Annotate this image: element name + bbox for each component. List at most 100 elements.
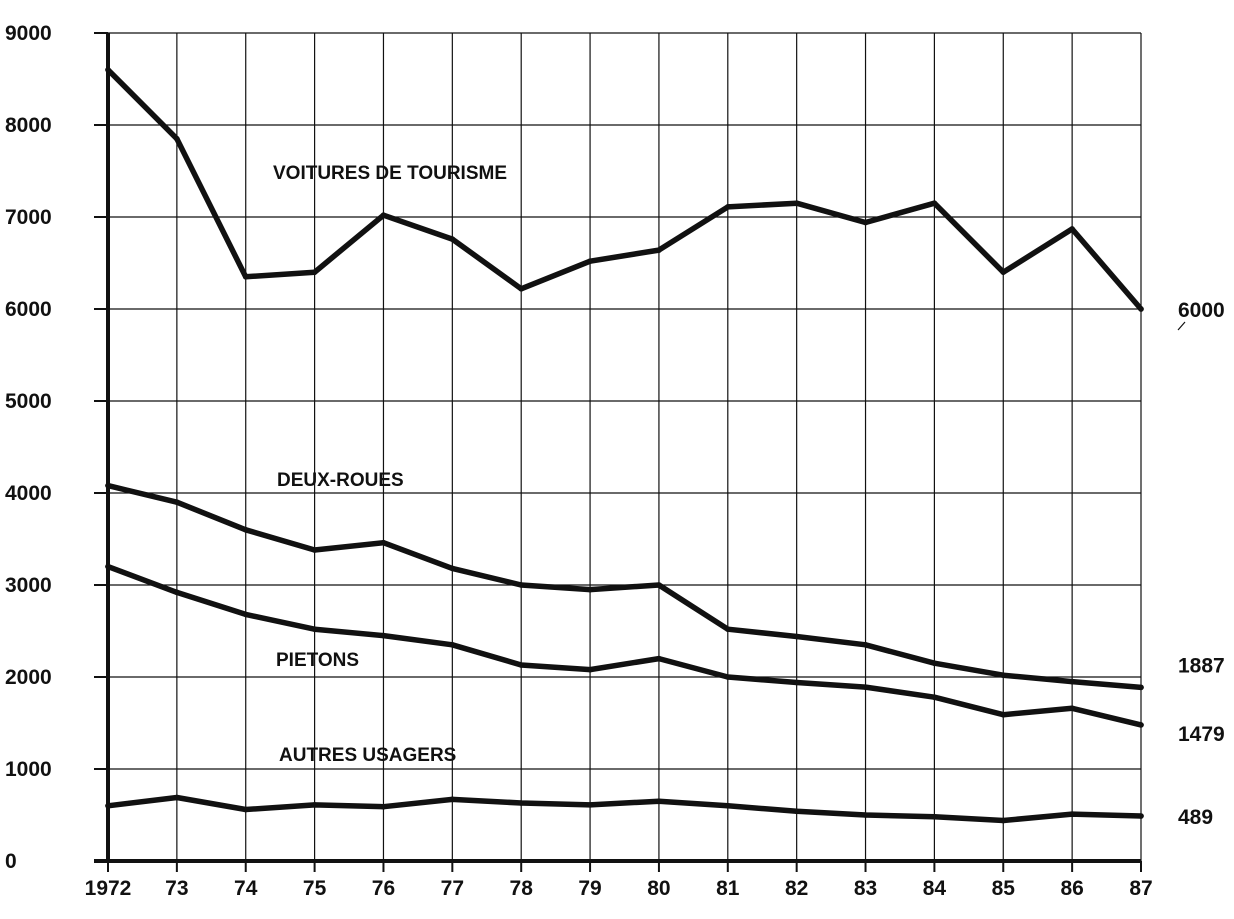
x-tick-label: 1972	[85, 877, 132, 900]
data-point	[242, 274, 249, 280]
x-tick-label: 78	[510, 877, 534, 900]
data-point	[931, 694, 938, 701]
series-line	[105, 482, 1144, 691]
series-name-label: AUTRES USAGERS	[279, 745, 456, 766]
x-tick-label: 79	[578, 877, 601, 900]
data-point	[1000, 817, 1007, 824]
axes	[94, 32, 1142, 872]
data-point	[1138, 813, 1144, 819]
data-point	[793, 679, 800, 686]
data-point	[587, 666, 593, 673]
data-point	[587, 586, 593, 593]
data-point	[174, 589, 180, 596]
data-point	[380, 803, 387, 810]
data-point	[862, 812, 869, 818]
series-line	[105, 67, 1144, 312]
data-point	[1138, 722, 1144, 728]
y-tick-label: 1000	[5, 758, 52, 781]
data-point	[311, 802, 318, 808]
data-point	[862, 642, 869, 648]
data-point	[1069, 811, 1075, 817]
data-point	[311, 547, 318, 553]
data-point	[380, 632, 387, 639]
y-tick-label: 5000	[5, 390, 52, 413]
data-point	[587, 802, 593, 808]
x-tick-label: 77	[441, 877, 464, 900]
x-tick-label: 85	[992, 877, 1016, 900]
series-end-label: 6000	[1178, 299, 1225, 322]
data-point	[242, 611, 249, 618]
x-tick-label: 80	[647, 877, 670, 900]
x-tick-label: 82	[785, 877, 808, 900]
series-name-label: DEUX-ROUES	[277, 470, 404, 491]
x-tick-label: 73	[165, 877, 188, 900]
y-tick-label: 9000	[5, 22, 52, 45]
data-point	[449, 565, 456, 572]
data-point	[1138, 684, 1144, 691]
data-point	[1000, 711, 1007, 718]
data-point	[931, 660, 938, 666]
data-point	[725, 803, 731, 809]
data-point	[174, 136, 180, 142]
data-point	[656, 798, 662, 804]
data-point	[311, 269, 318, 276]
y-tick-label: 4000	[5, 482, 52, 505]
data-point	[518, 582, 524, 588]
data-point	[105, 67, 111, 73]
data-point	[1000, 672, 1007, 678]
data-point	[518, 662, 524, 668]
data-point	[242, 806, 249, 813]
data-point	[656, 655, 662, 662]
series-end-label: 1479	[1178, 723, 1225, 746]
data-point	[862, 219, 869, 226]
y-tick-label: 7000	[5, 206, 52, 229]
data-point	[725, 204, 731, 210]
series-lines	[105, 67, 1144, 824]
series-line	[105, 794, 1144, 824]
x-tick-label: 81	[716, 877, 740, 900]
data-point	[793, 808, 800, 815]
y-tick-label: 3000	[5, 574, 52, 597]
data-point	[862, 684, 869, 690]
data-point	[105, 803, 111, 809]
x-tick-label: 74	[234, 877, 258, 900]
data-point	[174, 794, 180, 801]
x-tick-label: 83	[854, 877, 877, 900]
annotation-stroke	[1177, 321, 1186, 331]
series-end-label: 1887	[1178, 654, 1225, 677]
y-tick-label: 6000	[5, 298, 52, 321]
data-point	[1000, 269, 1007, 276]
data-point	[380, 539, 387, 546]
data-point	[656, 582, 662, 588]
data-point	[518, 285, 524, 292]
data-point	[793, 200, 800, 206]
data-point	[449, 642, 456, 648]
data-point	[725, 626, 731, 632]
series-line	[105, 563, 1144, 728]
data-point	[1069, 705, 1075, 712]
x-tick-label: 84	[923, 877, 947, 900]
data-point	[174, 499, 180, 506]
data-point	[518, 800, 524, 806]
series-name-label: PIETONS	[276, 650, 359, 671]
y-tick-label: 8000	[5, 114, 52, 137]
labels: 0 1000 2000 3000 4000 5000 6000 7000 8000 9000 197…	[5, 22, 1225, 900]
data-point	[380, 212, 387, 218]
series-name-label: VOITURES DE TOURISME	[273, 163, 507, 184]
data-point	[449, 796, 456, 803]
data-point	[449, 236, 456, 242]
data-point	[105, 482, 111, 489]
y-tick-label: 0	[5, 850, 17, 873]
x-tick-label: 86	[1060, 877, 1083, 900]
data-point	[725, 674, 731, 680]
x-tick-label: 75	[303, 877, 327, 900]
data-point	[931, 200, 938, 206]
data-point	[1069, 226, 1075, 232]
data-point	[105, 563, 111, 570]
x-tick-label: 76	[372, 877, 395, 900]
y-tick-label: 2000	[5, 666, 52, 689]
data-point	[1138, 306, 1144, 312]
grid	[108, 32, 1142, 861]
series-end-label: 489	[1178, 806, 1213, 829]
